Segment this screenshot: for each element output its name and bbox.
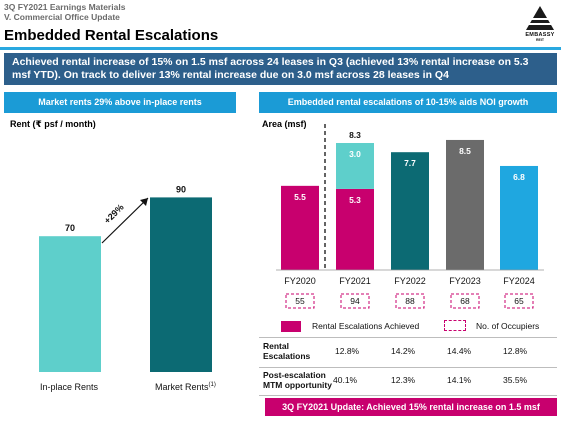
left-panel-heading: Market rents 29% above in-place rents bbox=[4, 92, 236, 113]
occupier-box bbox=[450, 293, 480, 309]
bar-segment-fy2020 bbox=[281, 185, 319, 270]
bar-value-label: 3.0 bbox=[349, 149, 361, 159]
x-tick-label-fy2022: FY2022 bbox=[394, 276, 426, 286]
bar-value-label: 5.3 bbox=[349, 195, 361, 205]
logo-subtext: REIT bbox=[536, 38, 544, 42]
bar-value-label: 6.8 bbox=[513, 172, 525, 182]
header-divider bbox=[0, 47, 561, 50]
x-tick-label-fy2024: FY2024 bbox=[503, 276, 535, 286]
table-cell: 12.3% bbox=[391, 375, 416, 385]
occupier-count-label: 65 bbox=[514, 296, 524, 306]
bar-total-label: 8.3 bbox=[349, 130, 361, 140]
bar-value-label: 90 bbox=[176, 184, 186, 194]
bar-value-label: 70 bbox=[65, 223, 75, 233]
table-row-label-rental-escalations: Rental Escalations bbox=[263, 341, 311, 361]
bar-segment-fy2021 bbox=[336, 143, 374, 189]
x-tick-label-fy2023: FY2023 bbox=[449, 276, 481, 286]
table-top-rule bbox=[259, 337, 557, 338]
occupier-box bbox=[395, 293, 425, 309]
update-highlight-bar: 3Q FY2021 Update: Achieved 15% rental in… bbox=[265, 398, 557, 416]
table-cell: 12.8% bbox=[503, 346, 528, 356]
bar-segment-fy2023 bbox=[446, 139, 484, 270]
occupier-box bbox=[285, 293, 315, 309]
logo-mark-icon bbox=[526, 6, 554, 30]
left-y-unit-label: Rent (₹ psf / month) bbox=[10, 119, 96, 129]
right-y-unit-label: Area (msf) bbox=[262, 119, 307, 129]
table-cell: 12.8% bbox=[335, 346, 360, 356]
legend-swatch-escalations bbox=[281, 321, 301, 332]
bar-segment-fy2024 bbox=[500, 165, 538, 270]
occupier-count-label: 88 bbox=[405, 296, 415, 306]
bar-value-label: 7.7 bbox=[404, 158, 416, 168]
table-row-label-mtm-opportunity: Post-escalation MTM opportunity bbox=[263, 370, 332, 390]
table-cell: 14.1% bbox=[447, 375, 472, 385]
x-label-market-rents: Market Rents(1) bbox=[155, 382, 216, 392]
logo-wordmark: EMBASSY bbox=[525, 32, 555, 38]
bar-value-label: 8.5 bbox=[459, 146, 471, 156]
table-cell: 40.1% bbox=[333, 375, 358, 385]
legend-label-occupiers: No. of Occupiers bbox=[476, 321, 540, 331]
right-panel-heading: Embedded rental escalations of 10-15% ai… bbox=[259, 92, 557, 113]
bar-segment-fy2021 bbox=[336, 188, 374, 270]
deck-subsection-label: V. Commercial Office Update bbox=[4, 12, 120, 22]
bar-in-place-rents bbox=[39, 236, 101, 372]
embassy-reit-logo: EMBASSY REIT bbox=[522, 4, 558, 44]
table-bottom-rule bbox=[259, 395, 557, 396]
bar-segment-fy2022 bbox=[391, 152, 429, 270]
bar-market-rents bbox=[150, 197, 212, 372]
summary-banner: Achieved rental increase of 15% on 1.5 m… bbox=[4, 53, 557, 85]
occupier-box bbox=[340, 293, 370, 309]
occupier-count-label: 68 bbox=[460, 296, 470, 306]
deck-section-label: 3Q FY2021 Earnings Materials bbox=[4, 2, 126, 12]
occupier-box bbox=[504, 293, 534, 309]
table-mid-rule bbox=[259, 367, 557, 368]
bar-value-label: 5.5 bbox=[294, 192, 306, 202]
growth-arrow-head-icon bbox=[140, 198, 148, 206]
legend-swatch-occupiers bbox=[444, 320, 466, 331]
table-cell: 14.2% bbox=[391, 346, 416, 356]
legend-label-escalations: Rental Escalations Achieved bbox=[312, 321, 420, 331]
growth-arrow-line bbox=[101, 197, 149, 244]
occupier-count-label: 94 bbox=[350, 296, 360, 306]
x-tick-label-fy2021: FY2021 bbox=[339, 276, 371, 286]
page-title: Embedded Rental Escalations bbox=[4, 27, 219, 44]
occupier-count-label: 55 bbox=[295, 296, 305, 306]
growth-percent-label: +29% bbox=[102, 202, 126, 226]
x-label-in-place-rents: In-place Rents bbox=[40, 382, 99, 392]
table-cell: 35.5% bbox=[503, 375, 528, 385]
table-cell: 14.4% bbox=[447, 346, 472, 356]
x-tick-label-fy2020: FY2020 bbox=[284, 276, 316, 286]
